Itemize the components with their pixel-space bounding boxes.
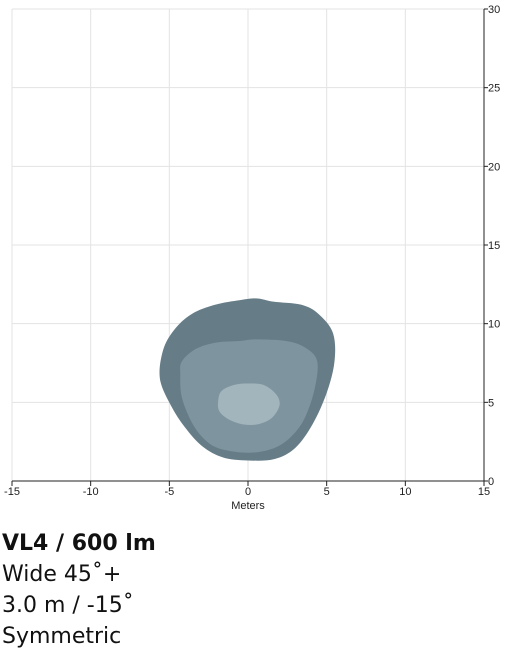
x-tick-label-5: 10 [399, 486, 411, 498]
y-tick-label-5: 25 [488, 83, 500, 95]
mount-spec: 3.0 m / -15˚ [2, 593, 134, 618]
y-tick-label-0: 0 [488, 476, 494, 488]
chart-axes [11, 8, 488, 486]
chart-grid [11, 8, 485, 482]
y-tick-label-3: 15 [488, 240, 500, 252]
y-tick-label-2: 10 [488, 319, 500, 331]
fixture-title: VL4 / 600 lm [2, 531, 156, 556]
distribution-spec: Symmetric [2, 624, 122, 649]
beam-spec: Wide 45˚+ [2, 562, 122, 587]
x-tick-label-1: -10 [83, 486, 99, 498]
y-tick-label-1: 5 [488, 397, 494, 409]
fixture-caption: VL4 / 600 lm Wide 45˚+ 3.0 m / -15˚ Symm… [2, 528, 502, 652]
x-axis-title: Meters [231, 500, 265, 512]
contour-layer [159, 298, 336, 461]
contour-level-3 [217, 383, 280, 426]
x-tick-label-0: -15 [4, 486, 20, 498]
x-tick-label-3: 0 [245, 486, 251, 498]
y-tick-label-4: 20 [488, 161, 500, 173]
y-tick-label-6: 30 [488, 4, 500, 16]
x-tick-label-4: 5 [324, 486, 330, 498]
x-tick-label-6: 15 [478, 486, 490, 498]
x-tick-label-2: -5 [164, 486, 174, 498]
